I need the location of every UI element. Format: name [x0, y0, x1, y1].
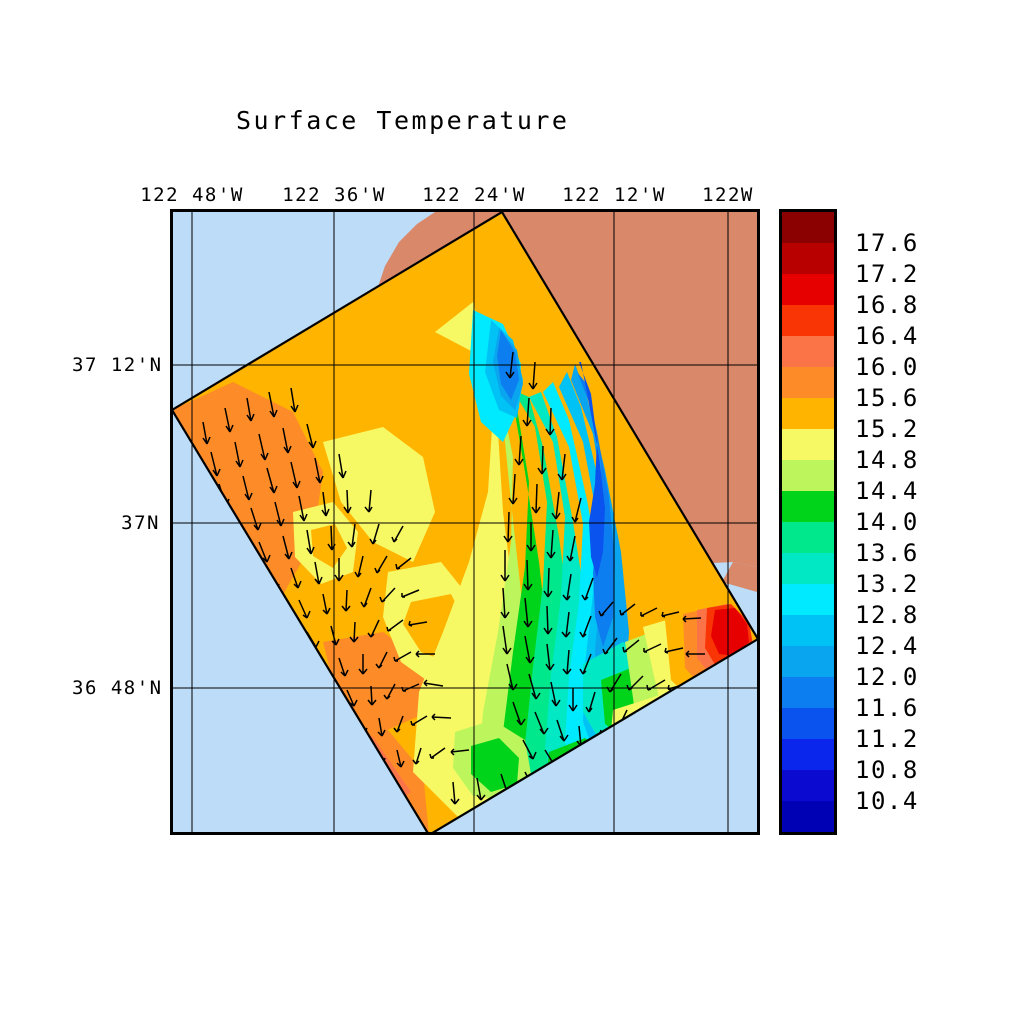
colorbar-band [782, 460, 834, 491]
colorbar-tick-label: 14.4 [855, 477, 919, 505]
colorbar-band [782, 274, 834, 305]
colorbar-tick-label: 10.8 [855, 756, 919, 784]
longitude-gridlines [191, 212, 729, 832]
colorbar-band [782, 367, 834, 398]
colorbar-band [782, 770, 834, 801]
page-title: Surface Temperature [236, 106, 570, 135]
colorbar-band [782, 615, 834, 646]
colorbar-band [782, 305, 834, 336]
colorbar-tick-label: 16.8 [855, 291, 919, 319]
lon-tick-label-4: 122W [702, 184, 754, 206]
lat-tick-label-1: 37N [121, 512, 160, 534]
colorbar-tick-label: 11.2 [855, 725, 919, 753]
colorbar-band [782, 646, 834, 677]
colorbar-tick-label: 12.0 [855, 663, 919, 691]
map-canvas [173, 212, 757, 832]
colorbar-tick-label: 14.8 [855, 446, 919, 474]
colorbar-tick-label: 13.6 [855, 539, 919, 567]
colorbar-band [782, 739, 834, 770]
colorbar-tick-label: 17.2 [855, 260, 919, 288]
lon-tick-label-2: 122 24'W [422, 184, 526, 206]
colorbar-band [782, 708, 834, 739]
colorbar-tick-label: 14.0 [855, 508, 919, 536]
colorbar-band [782, 491, 834, 522]
lon-tick-label-1: 122 36'W [282, 184, 386, 206]
lon-tick-label-3: 122 12'W [562, 184, 666, 206]
colorbar-tick-label: 11.6 [855, 694, 919, 722]
colorbar-tick-label: 12.8 [855, 601, 919, 629]
colorbar-tick-label: 15.6 [855, 384, 919, 412]
colorbar-band [782, 584, 834, 615]
colorbar-tick-label: 17.6 [855, 229, 919, 257]
lon-tick-label-0: 122 48'W [140, 184, 244, 206]
colorbar-band [782, 429, 834, 460]
colorbar-band [782, 677, 834, 708]
colorbar-tick-label: 16.0 [855, 353, 919, 381]
map-plot-area[interactable]: 40 cm/s [170, 209, 760, 835]
colorbar-tick-label: 10.4 [855, 787, 919, 815]
lat-tick-label-2: 36 48'N [72, 677, 163, 699]
latitude-gridlines [173, 364, 757, 689]
colorbar-band [782, 336, 834, 367]
colorbar-band [782, 522, 834, 553]
colorbar-tick-label: 12.4 [855, 632, 919, 660]
colorbar-band [782, 212, 834, 243]
colorbar-tick-label: 16.4 [855, 322, 919, 350]
colorbar-band [782, 801, 834, 832]
model-domain-boundary [173, 212, 757, 832]
lat-tick-label-0: 37 12'N [72, 354, 163, 376]
colorbar-tick-label: 15.2 [855, 415, 919, 443]
colorbar[interactable] [779, 209, 837, 835]
colorbar-band [782, 398, 834, 429]
colorbar-band [782, 553, 834, 584]
colorbar-tick-label: 13.2 [855, 570, 919, 598]
colorbar-band [782, 243, 834, 274]
